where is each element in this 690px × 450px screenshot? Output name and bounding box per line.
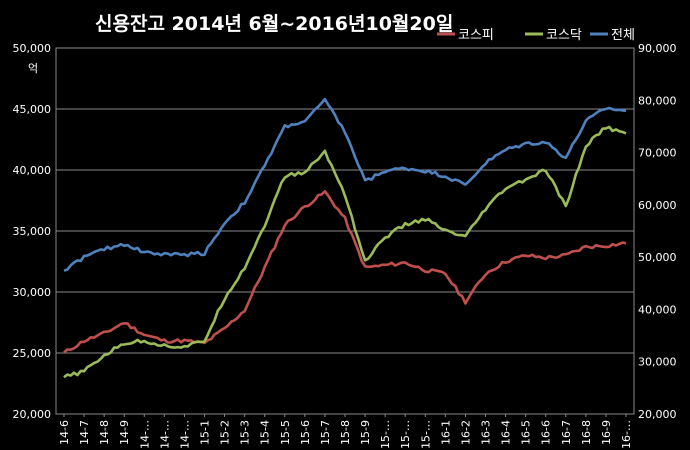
chart-title: 신용잔고 2014년 6월~2016년10월20일 — [95, 13, 453, 35]
left-tick-label: 35,000 — [13, 225, 52, 238]
x-tick-label: 15-2 — [219, 420, 232, 445]
x-tick-label: 16-9 — [600, 420, 613, 445]
left-tick-label: 30,000 — [13, 286, 52, 299]
x-tick-label: 16-3 — [480, 420, 493, 445]
x-tick-label: 16-… — [620, 420, 633, 449]
x-tick-label: 15-8 — [339, 420, 352, 445]
right-tick-label: 30,000 — [638, 356, 677, 369]
x-tick-label: 14-7 — [78, 420, 91, 445]
legend-label: 코스닥 — [546, 28, 582, 43]
right-tick-label: 60,000 — [638, 199, 677, 212]
x-tick-label: 14-… — [138, 420, 151, 449]
x-tick-label: 14-… — [158, 420, 171, 449]
series-lines — [63, 97, 627, 379]
legend: 코스피 코스닥 전체 — [437, 28, 635, 43]
series-line-1 — [63, 190, 627, 354]
x-tick-label: 14-6 — [58, 420, 71, 445]
left-axis: 20,000 25,000 30,000 35,000 40,000 45,000 50,0… — [13, 42, 52, 421]
legend-label: 코스피 — [458, 28, 494, 43]
right-axis: 20,000 30,000 40,000 50,000 60,000 70,000 80,0… — [638, 42, 677, 421]
x-tick-label: 15-5 — [279, 420, 292, 445]
x-tick-label: 15-… — [399, 420, 412, 449]
x-tick-label: 16-2 — [459, 420, 472, 445]
x-tick-label: 15-9 — [359, 420, 372, 445]
x-tick-label: 15-3 — [239, 420, 252, 445]
left-tick-label: 20,000 — [13, 408, 52, 421]
legend-label: 전체 — [611, 28, 635, 43]
left-axis-unit: 억 — [28, 62, 38, 75]
x-tick-label: 16-4 — [500, 420, 513, 445]
x-tick-label: 16-8 — [580, 420, 593, 445]
gridlines — [56, 47, 634, 415]
x-tick-label: 16-5 — [520, 420, 533, 445]
right-tick-label: 90,000 — [638, 42, 677, 55]
series-line-3 — [63, 97, 627, 272]
series-line-2 — [63, 125, 627, 379]
x-tick-label: 14-8 — [98, 420, 111, 445]
x-tick-label: 15-6 — [299, 420, 312, 445]
x-tick-label: 16-7 — [560, 420, 573, 445]
x-tick-label: 15-… — [419, 420, 432, 449]
left-tick-label: 25,000 — [13, 347, 52, 360]
x-tick-label: 15-4 — [259, 420, 272, 445]
x-axis: 14-6 14-7 14-8 14-9 14-… 14-… 14-… 15-1 15-2 15-3… — [58, 414, 633, 449]
left-tick-label: 40,000 — [13, 164, 52, 177]
right-tick-label: 80,000 — [638, 94, 677, 107]
left-tick-label: 50,000 — [13, 42, 52, 55]
x-tick-label: 15-… — [379, 420, 392, 449]
right-tick-label: 20,000 — [638, 408, 677, 421]
x-tick-label: 15-1 — [199, 420, 212, 445]
right-tick-label: 70,000 — [638, 147, 677, 160]
right-tick-label: 40,000 — [638, 303, 677, 316]
x-tick-label: 14-9 — [118, 420, 131, 445]
x-tick-label: 14-… — [178, 420, 191, 449]
x-tick-label: 16-1 — [439, 420, 452, 445]
right-tick-label: 50,000 — [638, 251, 677, 264]
x-tick-label: 16-6 — [540, 420, 553, 445]
x-tick-label: 15-7 — [319, 420, 332, 445]
left-tick-label: 45,000 — [13, 103, 52, 116]
